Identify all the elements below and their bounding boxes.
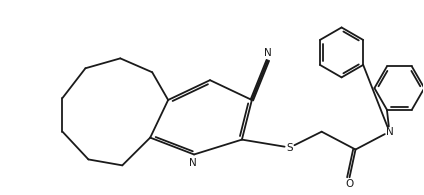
Text: N: N bbox=[190, 158, 197, 168]
Text: N: N bbox=[264, 48, 272, 58]
Text: S: S bbox=[287, 143, 293, 152]
Text: O: O bbox=[346, 179, 354, 189]
Text: N: N bbox=[385, 127, 393, 137]
